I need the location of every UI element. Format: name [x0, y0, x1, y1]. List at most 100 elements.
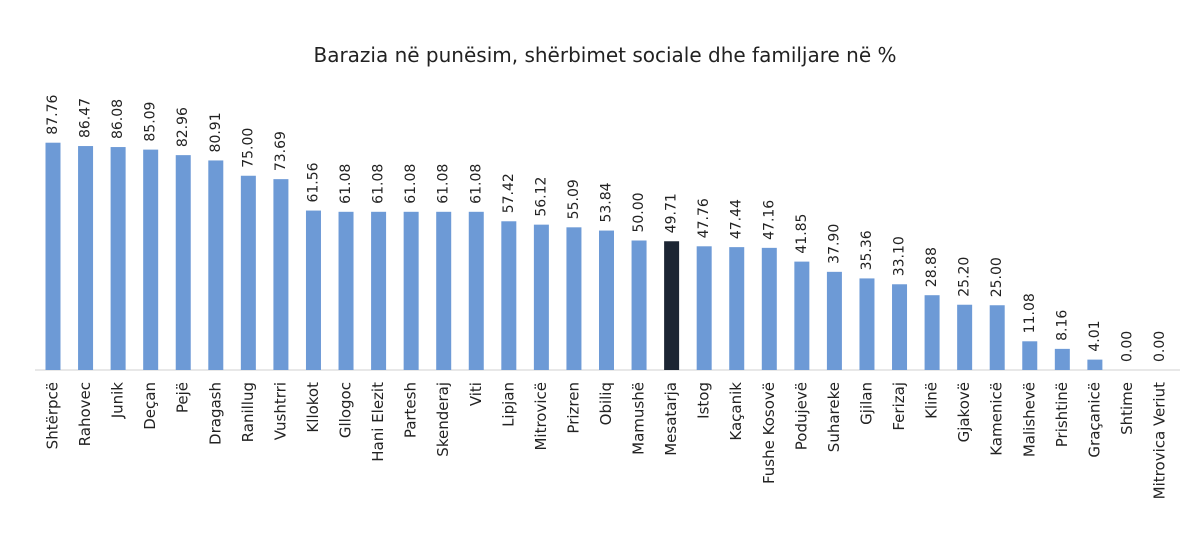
bar: [761, 247, 777, 370]
x-tick-label: Gjilan: [857, 382, 875, 425]
data-label: 55.09: [566, 179, 582, 219]
data-label: 35.36: [859, 230, 875, 270]
data-label: 28.88: [924, 247, 940, 287]
data-label: 0.00: [1152, 331, 1168, 362]
x-tick-label: Obiliq: [597, 382, 615, 425]
bar: [924, 295, 940, 370]
data-label: 25.00: [989, 257, 1005, 297]
bar: [696, 246, 712, 370]
x-tick-label: Suhareke: [825, 382, 843, 452]
bar: [175, 155, 191, 370]
x-tick-label: Fushe Kosovë: [760, 382, 778, 484]
x-tick-label: Shtime: [1118, 382, 1136, 435]
x-tick-label: Dragash: [206, 382, 224, 445]
data-label: 61.08: [371, 164, 387, 204]
bar: [208, 160, 224, 370]
bar: [436, 211, 452, 370]
x-tick-label: Mesatarja: [662, 382, 680, 456]
x-tick-label: Istog: [695, 382, 713, 419]
x-tick-label: Mitrovicë: [532, 382, 550, 451]
x-tick-label: Shtërpcë: [44, 382, 62, 449]
data-label: 61.08: [468, 164, 484, 204]
data-label: 86.47: [78, 98, 94, 138]
data-label: 41.85: [794, 214, 810, 254]
bar: [45, 142, 61, 370]
data-label: 25.20: [957, 257, 973, 297]
x-tick-label: Kaçanik: [727, 382, 745, 441]
bar: [273, 179, 289, 370]
x-tick-label: Viti: [467, 382, 485, 406]
bar: [1022, 341, 1038, 370]
bar: [1087, 359, 1103, 370]
data-label: 61.56: [305, 162, 321, 202]
bar: [468, 211, 484, 370]
bar: [240, 175, 256, 370]
data-label: 80.91: [208, 112, 224, 152]
data-label: 49.71: [664, 193, 680, 233]
bar: [957, 304, 973, 370]
x-tick-label: Kamenicë: [988, 382, 1006, 456]
bar: [403, 211, 419, 370]
data-label: 82.96: [175, 107, 191, 147]
x-tick-label: Rahovec: [76, 382, 94, 446]
bar: [338, 211, 354, 370]
bar: [78, 146, 94, 370]
chart-title: Barazia në punësim, shërbimet sociale dh…: [313, 43, 896, 67]
x-tick-label: Malishevë: [1020, 382, 1038, 457]
x-tick-label: Deçan: [141, 382, 159, 430]
bar: [729, 247, 745, 370]
x-tick-label: Skenderaj: [434, 382, 452, 457]
data-label: 87.76: [45, 95, 61, 135]
data-label: 33.10: [892, 236, 908, 276]
bar: [794, 261, 810, 370]
bar: [1054, 348, 1070, 370]
x-tick-label: Mamushë: [630, 382, 648, 455]
x-tick-label: Gllogoc: [337, 382, 355, 438]
x-tick-label: Ferizaj: [890, 382, 908, 431]
data-label: 86.08: [110, 99, 126, 139]
x-tick-label: Partesh: [402, 382, 420, 438]
data-label: 61.08: [436, 164, 452, 204]
bar: [371, 211, 387, 370]
x-tick-label: Hani Elezit: [369, 382, 387, 462]
bar: [501, 221, 517, 370]
data-label: 0.00: [1119, 331, 1135, 362]
data-label: 47.44: [729, 199, 745, 239]
bar: [533, 224, 549, 370]
x-tick-label: Ranillug: [239, 382, 257, 442]
bar: [892, 284, 908, 370]
x-tick-label: Podujevë: [792, 382, 810, 450]
x-tick-label: Kllokot: [304, 382, 322, 433]
bar: [566, 227, 582, 370]
data-label: 61.08: [338, 164, 354, 204]
x-tick-label: Prishtinë: [1053, 382, 1071, 447]
data-label: 75.00: [240, 128, 256, 168]
x-tick-label: Vushtrri: [271, 382, 289, 440]
data-label: 47.76: [696, 198, 712, 238]
data-label: 11.08: [1022, 293, 1038, 333]
bar: [664, 241, 680, 370]
bar: [826, 271, 842, 370]
bar: [599, 230, 614, 370]
data-label: 47.16: [761, 200, 777, 240]
bar: [110, 147, 126, 370]
x-tick-label: Pejë: [174, 382, 192, 413]
data-label: 61.08: [403, 164, 419, 204]
data-label: 50.00: [631, 192, 647, 232]
x-tick-label: Prizren: [564, 382, 582, 434]
bar: [631, 240, 647, 370]
bar: [859, 278, 875, 370]
data-label: 8.16: [1054, 310, 1070, 341]
bar: [989, 305, 1005, 370]
x-tick-label: Junik: [109, 382, 127, 420]
data-label: 37.90: [826, 224, 842, 264]
data-label: 85.09: [143, 102, 159, 142]
x-tick-label: Lipjan: [499, 382, 517, 427]
data-label: 4.01: [1087, 320, 1103, 351]
data-label: 53.84: [599, 182, 615, 222]
bar: [143, 149, 159, 370]
data-label: 56.12: [533, 177, 549, 217]
x-tick-label: Mitrovica Veriut: [1151, 382, 1169, 499]
x-tick-label: Gjakovë: [955, 382, 973, 442]
